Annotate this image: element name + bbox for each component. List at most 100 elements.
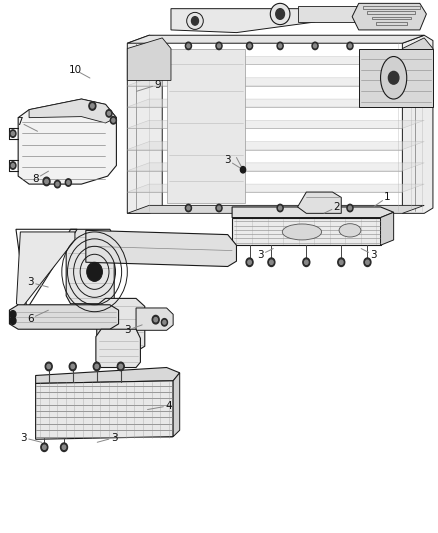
Text: 7: 7 — [16, 117, 22, 127]
Circle shape — [276, 9, 285, 19]
Circle shape — [185, 204, 191, 212]
Polygon shape — [96, 329, 141, 368]
Polygon shape — [403, 38, 433, 80]
Circle shape — [95, 365, 99, 368]
Circle shape — [87, 262, 102, 281]
Polygon shape — [127, 184, 424, 192]
Text: 3: 3 — [124, 325, 131, 335]
Text: 2: 2 — [334, 202, 340, 212]
Circle shape — [218, 44, 220, 48]
Circle shape — [56, 182, 59, 186]
Polygon shape — [127, 56, 424, 64]
Polygon shape — [127, 38, 171, 80]
Ellipse shape — [270, 3, 290, 25]
Circle shape — [60, 443, 67, 451]
Text: 3: 3 — [370, 250, 377, 260]
Circle shape — [93, 362, 100, 370]
Polygon shape — [232, 217, 381, 245]
Text: 10: 10 — [68, 65, 81, 75]
Circle shape — [161, 319, 167, 326]
Circle shape — [247, 42, 253, 50]
Polygon shape — [359, 49, 433, 107]
Polygon shape — [35, 381, 173, 439]
Circle shape — [62, 445, 66, 449]
Circle shape — [187, 44, 190, 48]
Circle shape — [69, 362, 76, 370]
Circle shape — [163, 320, 166, 324]
Circle shape — [117, 362, 124, 370]
Text: 4: 4 — [166, 401, 172, 411]
Circle shape — [246, 258, 253, 266]
Polygon shape — [232, 207, 394, 217]
Ellipse shape — [283, 224, 321, 240]
Circle shape — [389, 71, 399, 84]
Circle shape — [314, 44, 317, 48]
Ellipse shape — [187, 12, 203, 29]
Circle shape — [270, 260, 273, 264]
Circle shape — [218, 206, 220, 210]
Circle shape — [106, 110, 112, 117]
Circle shape — [216, 204, 222, 212]
Polygon shape — [127, 163, 424, 171]
Text: 3: 3 — [27, 278, 34, 287]
Circle shape — [45, 179, 48, 183]
Circle shape — [338, 258, 345, 266]
Text: 3: 3 — [20, 433, 27, 443]
Circle shape — [154, 318, 157, 322]
Circle shape — [349, 44, 352, 48]
Circle shape — [10, 162, 16, 169]
Circle shape — [110, 117, 117, 124]
Circle shape — [191, 17, 198, 25]
Circle shape — [89, 102, 96, 110]
Circle shape — [279, 44, 282, 48]
Circle shape — [67, 181, 70, 184]
Circle shape — [10, 311, 16, 318]
Polygon shape — [173, 373, 180, 437]
Circle shape — [216, 42, 222, 50]
Polygon shape — [127, 120, 424, 128]
Polygon shape — [352, 3, 426, 30]
Circle shape — [364, 258, 371, 266]
Circle shape — [248, 260, 251, 264]
Circle shape — [152, 316, 159, 324]
Circle shape — [10, 317, 16, 325]
Polygon shape — [297, 192, 341, 213]
Circle shape — [339, 260, 343, 264]
Circle shape — [185, 42, 191, 50]
Circle shape — [304, 260, 308, 264]
Ellipse shape — [339, 224, 361, 237]
Polygon shape — [86, 230, 237, 266]
Polygon shape — [297, 6, 363, 22]
Polygon shape — [66, 229, 114, 304]
Polygon shape — [29, 99, 117, 123]
Circle shape — [91, 104, 94, 108]
Polygon shape — [16, 232, 75, 308]
Circle shape — [112, 118, 115, 122]
Text: 3: 3 — [111, 433, 117, 443]
Circle shape — [43, 177, 50, 185]
Polygon shape — [127, 78, 424, 86]
Polygon shape — [97, 298, 145, 352]
Text: 3: 3 — [257, 250, 264, 260]
Polygon shape — [403, 35, 433, 213]
Polygon shape — [10, 305, 119, 329]
Circle shape — [47, 365, 50, 368]
Polygon shape — [166, 49, 245, 203]
Circle shape — [366, 260, 369, 264]
Text: 6: 6 — [27, 313, 34, 324]
Circle shape — [71, 365, 74, 368]
Text: 1: 1 — [384, 192, 390, 203]
Circle shape — [41, 443, 48, 451]
Circle shape — [277, 204, 283, 212]
Circle shape — [54, 180, 60, 188]
Ellipse shape — [381, 56, 407, 99]
Text: 8: 8 — [32, 174, 39, 184]
Circle shape — [11, 132, 14, 135]
Circle shape — [347, 204, 353, 212]
Text: 9: 9 — [155, 80, 161, 90]
Polygon shape — [127, 205, 424, 213]
Circle shape — [303, 258, 310, 266]
Polygon shape — [127, 99, 424, 107]
Circle shape — [11, 164, 14, 167]
Circle shape — [279, 206, 282, 210]
